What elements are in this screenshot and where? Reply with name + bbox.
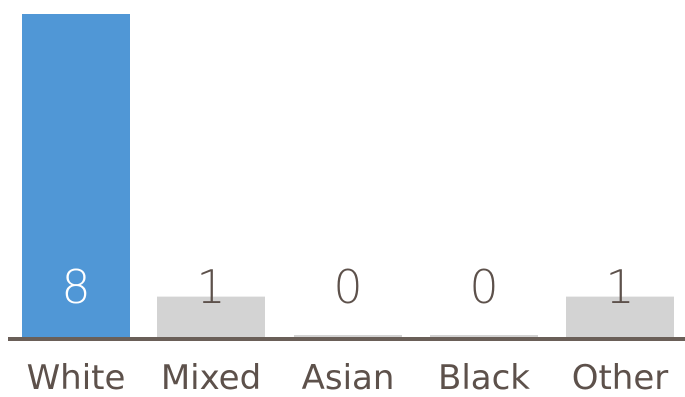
category-label-asian: Asian xyxy=(302,358,395,397)
value-label-mixed: 1 xyxy=(196,260,225,314)
bars-group xyxy=(22,14,674,337)
value-label-asian: 0 xyxy=(333,260,362,314)
bar-black xyxy=(430,335,538,337)
value-label-white: 8 xyxy=(61,260,90,314)
bar-other xyxy=(566,296,674,337)
category-label-other: Other xyxy=(572,358,669,397)
value-labels-group: 8 1 0 0 1 xyxy=(61,260,634,314)
value-label-other: 1 xyxy=(605,260,634,314)
bar-white xyxy=(22,14,130,337)
category-label-white: White xyxy=(27,358,126,397)
category-label-mixed: Mixed xyxy=(161,358,261,397)
bar-asian xyxy=(294,335,402,337)
value-label-black: 0 xyxy=(469,260,498,314)
bar-mixed xyxy=(157,296,265,337)
category-labels-group: White Mixed Asian Black Other xyxy=(27,358,669,397)
category-label-black: Black xyxy=(438,358,530,397)
